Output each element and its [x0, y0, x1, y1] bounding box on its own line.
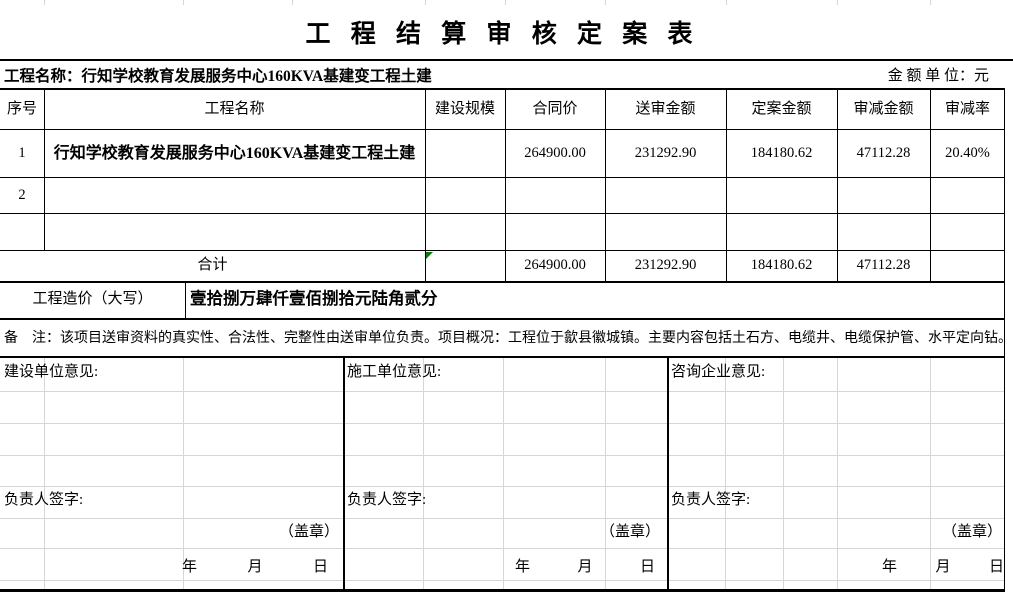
table-row-cell-reduced: 47112.28 — [856, 144, 911, 161]
opinion-label-construction: 建设单位意见: — [4, 364, 99, 381]
date-row-construction: 年 月 日 — [182, 550, 328, 580]
total-reduced: 47112.28 — [856, 257, 911, 274]
date-day: 日 — [639, 558, 655, 575]
col-header-contract-price: 合同价 — [532, 100, 578, 117]
amount-words-value: 壹拾捌万肆仟壹佰捌拾元陆角贰分 — [190, 289, 438, 309]
table-row-cell-submitted: 231292.90 — [634, 144, 697, 161]
col-header-rate: 审减率 — [944, 100, 990, 117]
table-row-cell-contract: 264900.00 — [524, 144, 586, 161]
excel-error-marker-icon — [426, 252, 433, 259]
col-header-reduced: 审减金额 — [853, 100, 914, 117]
date-day: 日 — [988, 558, 1004, 575]
total-submitted: 231292.90 — [634, 257, 697, 274]
seal-label-construction: （盖章） — [278, 524, 339, 541]
seal-label-contractor: （盖章） — [599, 524, 660, 541]
date-year: 年 — [515, 558, 531, 575]
date-row-contractor: 年 月 日 — [515, 550, 655, 580]
date-day: 日 — [312, 558, 328, 575]
total-finalized: 184180.62 — [750, 257, 813, 274]
table-row-cell-rate: 20.40% — [945, 144, 990, 161]
date-year: 年 — [882, 558, 898, 575]
amount-words-label: 工程造价（大写） — [32, 290, 153, 307]
table-row-cell-name: 行知学校教育发展服务中心160KVA基建变工程土建 — [53, 144, 416, 162]
date-month: 月 — [247, 558, 263, 575]
opinion-label-contractor: 施工单位意见: — [347, 364, 442, 381]
col-header-seq: 序号 — [6, 100, 37, 117]
col-header-finalized: 定案金额 — [751, 100, 812, 117]
remark-text: 备 注：该项目送审资料的真实性、合法性、完整性由送审单位负责。项目概况：工程位于… — [4, 331, 1004, 346]
date-year: 年 — [182, 558, 198, 575]
col-header-submitted: 送审金额 — [635, 100, 696, 117]
date-row-consultant: 年 月 日 — [882, 550, 1004, 580]
total-contract: 264900.00 — [524, 257, 586, 274]
table-row-cell-seq: 1 — [18, 144, 26, 161]
sign-label-consultant: 负责人签字: — [671, 492, 751, 509]
opinion-label-consultant: 咨询企业意见: — [671, 364, 766, 381]
seal-label-consultant: （盖章） — [941, 524, 1002, 541]
sign-label-contractor: 负责人签字: — [347, 492, 427, 509]
col-header-project-name: 工程名称 — [204, 100, 265, 117]
table-row-cell-seq: 2 — [18, 186, 26, 203]
project-name-label: 工程名称：行知学校教育发展服务中心160KVA基建变工程土建 — [4, 67, 432, 85]
total-label: 合计 — [197, 256, 228, 273]
sign-label-construction: 负责人签字: — [4, 492, 84, 509]
table-row-cell-finalized: 184180.62 — [750, 144, 813, 161]
page-title: 工 程 结 算 审 核 定 案 表 — [305, 21, 700, 48]
date-month: 月 — [935, 558, 951, 575]
col-header-scale: 建设规模 — [434, 100, 495, 117]
date-month: 月 — [577, 558, 593, 575]
unit-label: 金 额 单 位：元 — [887, 68, 989, 84]
